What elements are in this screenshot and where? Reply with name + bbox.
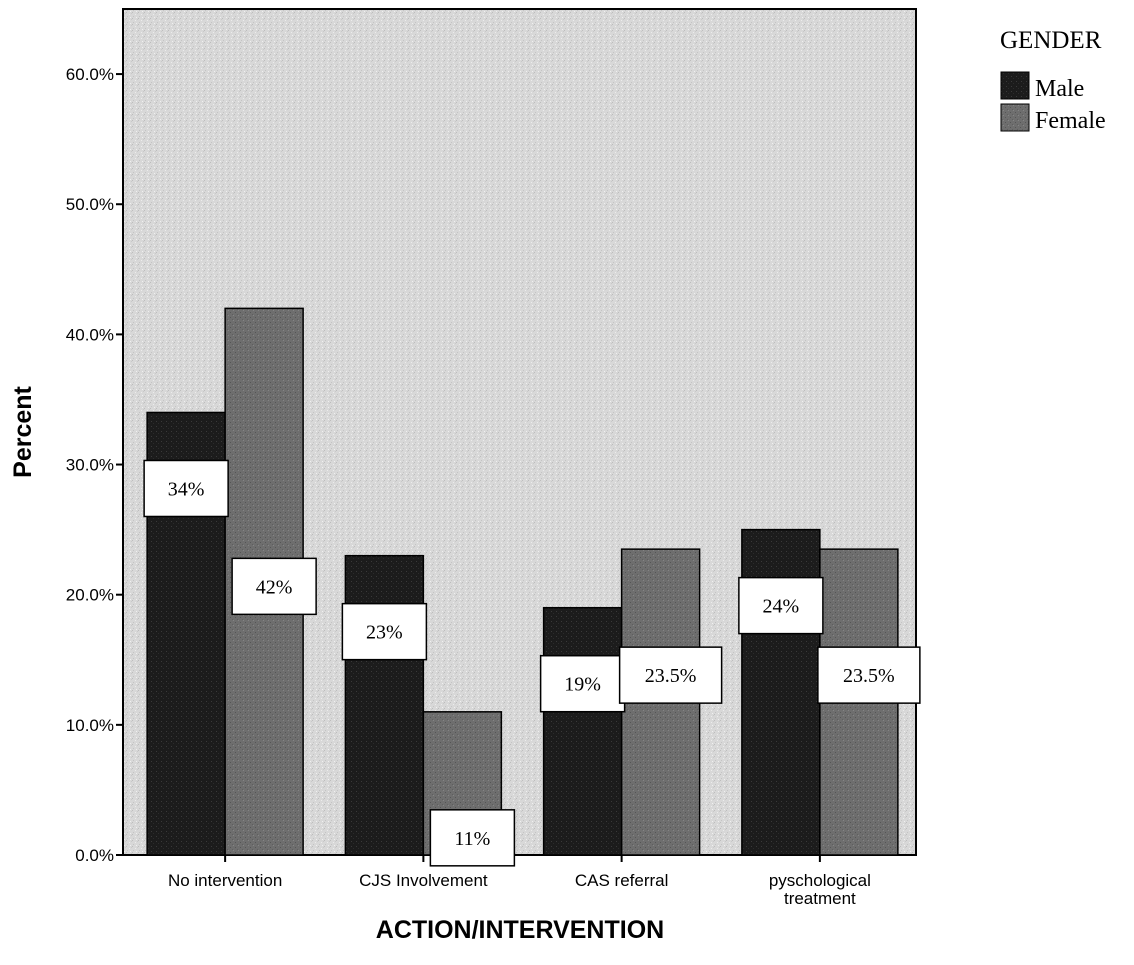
data-label-box bbox=[143, 459, 229, 518]
x-axis-title: ACTION/INTERVENTION bbox=[376, 916, 664, 944]
data-label-box bbox=[817, 646, 921, 704]
x-tick-label: No intervention bbox=[168, 871, 282, 890]
data-labels-group: 34% 42% 23% 11% 19% 23.5% 24% 23.5% bbox=[143, 459, 921, 867]
data-label-box bbox=[539, 654, 626, 713]
legend: GENDER Male Female bbox=[1000, 27, 1106, 134]
x-axis: No intervention CJS Involvement CAS referr… bbox=[168, 855, 871, 908]
legend-swatch-female bbox=[1000, 103, 1030, 132]
data-label: 23% bbox=[366, 622, 403, 644]
x-tick-label: CJS Involvement bbox=[359, 871, 488, 890]
x-tick-label: CAS referral bbox=[575, 871, 669, 890]
legend-label-male: Male bbox=[1035, 76, 1084, 102]
data-label: 42% bbox=[256, 576, 293, 598]
data-label-box bbox=[429, 809, 516, 867]
data-label-box bbox=[738, 576, 824, 635]
y-tick-label: 30.0% bbox=[66, 456, 114, 475]
data-label: 11% bbox=[454, 828, 490, 850]
data-label: 19% bbox=[564, 674, 601, 696]
data-label: 34% bbox=[168, 478, 205, 500]
y-tick-label: 10.0% bbox=[66, 716, 114, 735]
data-label-box bbox=[618, 646, 723, 704]
data-label-box bbox=[231, 557, 317, 616]
bar-male bbox=[542, 606, 623, 856]
y-tick-label: 60.0% bbox=[66, 65, 114, 84]
legend-title: GENDER bbox=[1000, 27, 1102, 54]
y-tick-label: 50.0% bbox=[66, 195, 114, 214]
x-tick-label: pyschological bbox=[769, 871, 871, 890]
y-tick-label: 0.0% bbox=[75, 846, 114, 865]
legend-swatch-male bbox=[1000, 71, 1030, 100]
y-axis-title: Percent bbox=[9, 385, 37, 477]
y-axis: 0.0% 10.0% 20.0% 30.0% 40.0% 50.0% 60.0% bbox=[66, 65, 123, 865]
data-label: 24% bbox=[763, 596, 800, 618]
bar-male bbox=[344, 554, 425, 856]
x-tick-label: treatment bbox=[784, 889, 856, 908]
y-tick-label: 20.0% bbox=[66, 586, 114, 605]
data-label-box bbox=[341, 602, 428, 661]
data-label: 23.5% bbox=[645, 665, 697, 687]
y-tick-label: 40.0% bbox=[66, 325, 114, 344]
data-label: 23.5% bbox=[843, 665, 895, 687]
legend-label-female: Female bbox=[1035, 108, 1106, 134]
